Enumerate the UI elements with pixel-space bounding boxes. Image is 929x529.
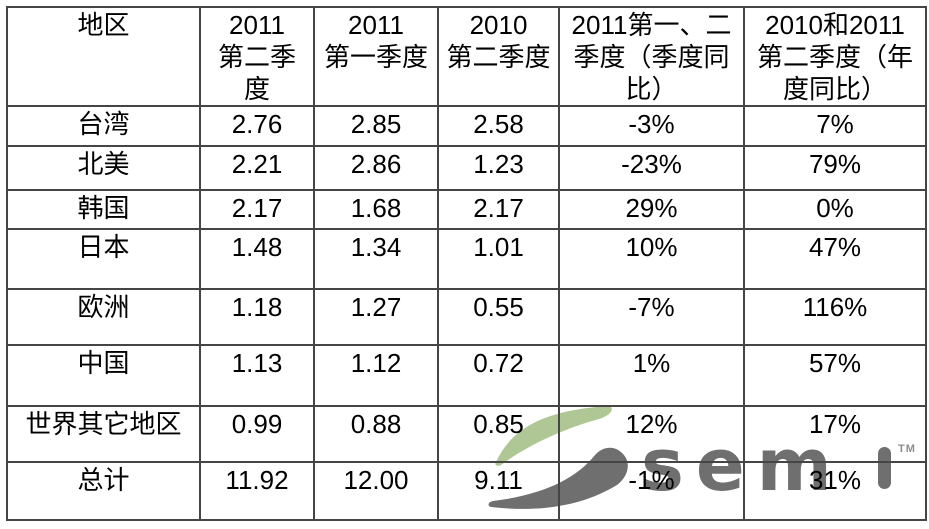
table-row-north-america: 北美 2.21 2.86 1.23 -23% 79% [6,145,927,191]
value-cell: -1% [558,461,745,521]
value-cell: 1.48 [199,228,315,290]
value-cell: 0.85 [437,405,560,463]
value-cell: 31% [743,461,927,521]
region-cell: 台湾 [6,105,201,147]
value-cell: 1.27 [313,288,439,346]
value-cell: 1.34 [313,228,439,290]
header-cell-2010-q2: 2010 第二季度 [437,6,560,107]
table-header-row: 地区 2011 第二季度 2011 第一季度 2010 第二季度 2011第一、… [6,6,927,107]
value-cell: 1.12 [313,344,439,407]
table-row-japan: 日本 1.48 1.34 1.01 10% 47% [6,228,927,290]
value-cell: 1.13 [199,344,315,407]
value-cell: -7% [558,288,745,346]
value-cell: 0.55 [437,288,560,346]
value-cell: 2.85 [313,105,439,147]
value-cell: 1.01 [437,228,560,290]
table-row-china: 中国 1.13 1.12 0.72 1% 57% [6,344,927,407]
value-cell: 2.58 [437,105,560,147]
region-cell: 中国 [6,344,201,407]
header-cell-2011-q1: 2011 第一季度 [313,6,439,107]
value-cell: -23% [558,145,745,191]
header-cell-2011-q2: 2011 第二季度 [199,6,315,107]
value-cell: 0.88 [313,405,439,463]
value-cell: 17% [743,405,927,463]
value-cell: 2.17 [199,189,315,230]
region-cell: 日本 [6,228,201,290]
value-cell: 1.18 [199,288,315,346]
value-cell: 2.17 [437,189,560,230]
header-cell-yoy: 2010和2011 第二季度（年度同比） [743,6,927,107]
value-cell: 7% [743,105,927,147]
value-cell: 0.99 [199,405,315,463]
value-cell: 11.92 [199,461,315,521]
value-cell: -3% [558,105,745,147]
value-cell: 1% [558,344,745,407]
value-cell: 116% [743,288,927,346]
table-row-rest-of-world: 世界其它地区 0.99 0.88 0.85 12% 17% [6,405,927,463]
table-row-korea: 韩国 2.17 1.68 2.17 29% 0% [6,189,927,230]
value-cell: 2.76 [199,105,315,147]
header-cell-region: 地区 [6,6,201,107]
regional-billings-table: 地区 2011 第二季度 2011 第一季度 2010 第二季度 2011第一、… [6,6,927,521]
table-row-taiwan: 台湾 2.76 2.85 2.58 -3% 7% [6,105,927,147]
region-cell: 北美 [6,145,201,191]
value-cell: 47% [743,228,927,290]
value-cell: 0.72 [437,344,560,407]
value-cell: 1.68 [313,189,439,230]
table-row-europe: 欧洲 1.18 1.27 0.55 -7% 116% [6,288,927,346]
region-cell: 欧洲 [6,288,201,346]
value-cell: 57% [743,344,927,407]
value-cell: 2.86 [313,145,439,191]
header-cell-qoq: 2011第一、二季度（季度同比） [558,6,745,107]
value-cell: 9.11 [437,461,560,521]
value-cell: 1.23 [437,145,560,191]
region-cell: 总计 [6,461,201,521]
region-cell: 韩国 [6,189,201,230]
value-cell: 10% [558,228,745,290]
table-row-total: 总计 11.92 12.00 9.11 -1% 31% [6,461,927,521]
value-cell: 0% [743,189,927,230]
value-cell: 12.00 [313,461,439,521]
region-cell: 世界其它地区 [6,405,201,463]
value-cell: 79% [743,145,927,191]
value-cell: 29% [558,189,745,230]
value-cell: 2.21 [199,145,315,191]
value-cell: 12% [558,405,745,463]
